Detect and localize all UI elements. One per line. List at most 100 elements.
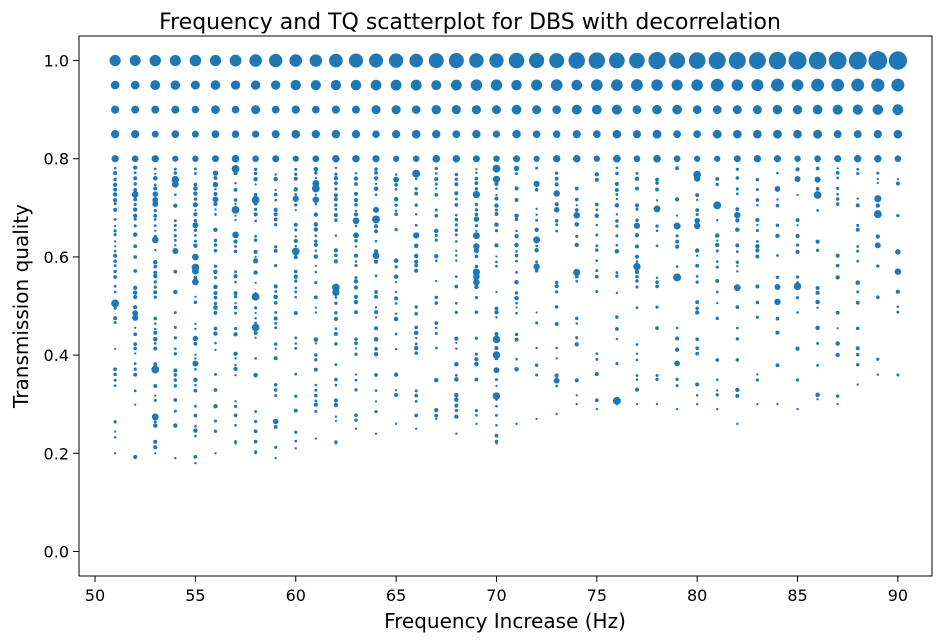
data-point [595,233,599,237]
data-point [354,388,358,392]
data-point [274,310,278,314]
data-point [414,223,418,227]
data-point [635,260,639,263]
data-point [474,409,478,413]
data-point [273,388,278,392]
data-point [354,276,358,280]
data-point [669,52,686,69]
data-point [373,186,379,192]
data-point [254,207,258,211]
data-point [192,202,199,208]
data-point [895,249,901,255]
data-point [374,229,379,234]
data-point [715,316,719,321]
data-point [534,247,539,253]
data-point [153,383,158,388]
data-point [555,412,558,416]
data-point [755,244,760,249]
data-point [835,275,840,280]
data-point [554,305,559,309]
data-point [788,51,807,70]
data-point [634,244,639,249]
data-point [374,409,378,414]
data-point [133,197,138,202]
data-point [715,378,719,382]
data-point [713,201,722,210]
data-point [675,407,679,411]
data-point [234,311,238,315]
data-point [133,217,137,221]
data-point [334,166,338,170]
data-point [334,187,338,191]
data-point [334,234,338,237]
data-point [612,129,622,139]
data-point [492,175,501,183]
data-point [171,180,179,188]
data-point [334,383,338,387]
data-point [876,177,879,181]
data-point [575,322,578,325]
data-point [249,54,262,67]
data-point [494,433,499,438]
data-point [836,327,839,330]
data-point [775,233,780,239]
data-point [254,317,257,320]
data-point [234,214,237,217]
data-point [473,243,480,250]
data-point [615,362,619,366]
data-point [314,176,318,180]
data-point [876,373,880,376]
data-point [816,306,819,309]
data-point [273,356,278,361]
data-point [393,316,399,322]
data-point [294,447,297,450]
data-point [231,105,240,114]
data-point [434,192,439,197]
data-point [431,80,442,91]
data-point [213,238,218,243]
data-point [490,79,503,91]
data-point [414,191,419,196]
data-point [152,200,159,207]
data-point [816,363,820,367]
data-point [494,208,499,212]
data-point [173,368,178,373]
data-point [311,129,321,139]
data-point [414,399,418,403]
data-point [835,352,840,358]
data-point [112,182,118,187]
data-point [334,295,338,299]
data-point [192,335,199,342]
data-point [153,316,158,321]
data-point [455,254,458,257]
data-point [896,310,900,314]
data-point [695,346,700,351]
data-point [635,285,639,289]
data-point [293,238,298,243]
data-point [393,176,400,183]
data-point [635,279,639,283]
data-point [253,167,258,171]
data-point [153,183,157,187]
data-point [814,176,821,183]
data-point [653,154,661,163]
data-point [811,78,825,92]
data-point [675,384,679,388]
data-point [274,326,278,330]
data-point [473,247,480,254]
data-point [193,228,198,233]
data-point [634,387,640,392]
data-point [454,374,458,377]
data-point [635,358,639,362]
data-point [394,392,399,398]
data-point [313,212,319,217]
data-point [193,182,198,187]
data-point [393,372,399,377]
data-point [174,347,177,350]
data-point [549,53,565,69]
data-point [414,342,418,346]
data-point [193,377,198,383]
data-point [194,383,197,387]
data-point [495,264,498,268]
data-point [856,171,860,176]
